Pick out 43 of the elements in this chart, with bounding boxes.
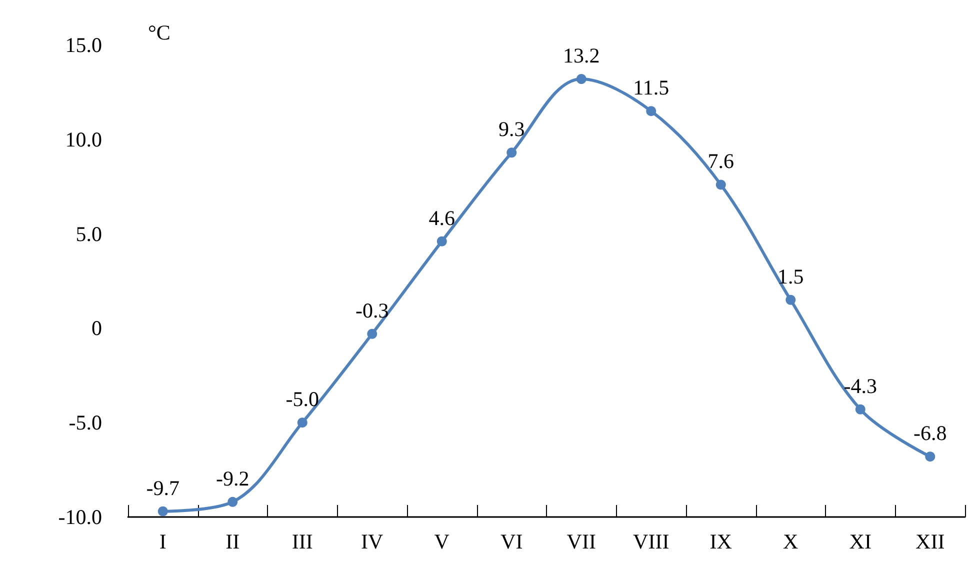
data-label: 9.3: [498, 117, 525, 142]
data-label: -0.3: [356, 298, 389, 322]
point: [716, 180, 726, 190]
x-tick-label: X: [783, 530, 798, 554]
y-axis-title: °C: [148, 20, 170, 44]
data-label: -9.7: [146, 476, 180, 500]
point: [297, 418, 308, 428]
data-label: -9.2: [216, 466, 250, 490]
y-tick-label: 15.0: [65, 33, 102, 57]
x-tick-label: IX: [710, 530, 732, 554]
x-tick-label: VIII: [633, 530, 670, 554]
y-tick-label: -10.0: [58, 505, 102, 529]
point: [646, 106, 656, 116]
y-tick-label: 0: [92, 316, 102, 340]
data-label: 11.5: [633, 76, 670, 100]
data-label: 13.2: [563, 43, 600, 68]
x-tick-label: XII: [916, 530, 945, 554]
data-label: 1.5: [778, 264, 804, 288]
y-tick-label: 10.0: [65, 127, 102, 152]
point: [576, 74, 586, 84]
x-tick-label: VI: [500, 530, 523, 554]
point: [367, 328, 378, 339]
data-label: 7.6: [708, 149, 734, 174]
point: [228, 496, 238, 507]
y-tick-label: 5.0: [76, 222, 102, 246]
y-tick-label: -5.0: [68, 410, 102, 435]
point: [855, 404, 866, 414]
x-tick-label: III: [292, 530, 313, 554]
data-label: -5.0: [286, 387, 319, 412]
point: [506, 148, 517, 158]
x-tick-label: VII: [566, 530, 596, 554]
point: [158, 506, 168, 516]
data-label: 4.6: [428, 206, 455, 230]
x-tick-label: II: [226, 530, 240, 554]
x-tick-label: XI: [849, 530, 872, 554]
point: [925, 452, 936, 462]
x-tick-label: V: [434, 530, 450, 554]
data-label: -6.8: [914, 421, 947, 446]
x-tick-label: I: [159, 530, 166, 554]
point: [436, 236, 447, 246]
data-label: -4.3: [844, 374, 877, 398]
x-tick-label: IV: [361, 530, 384, 554]
point: [786, 294, 796, 305]
